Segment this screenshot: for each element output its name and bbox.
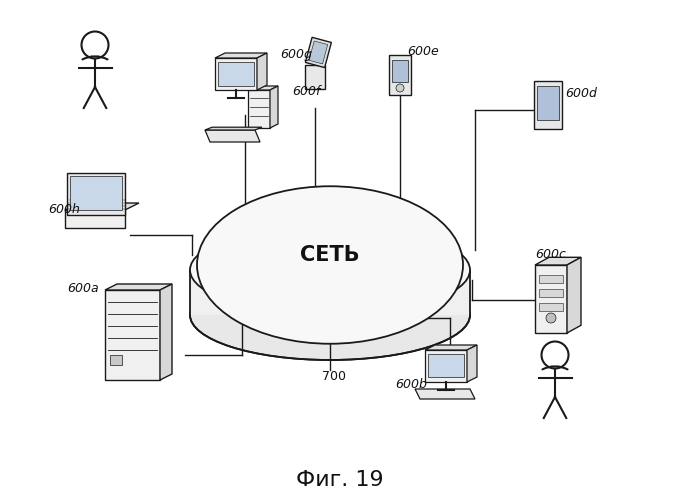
Circle shape [546, 313, 556, 323]
Text: 600d: 600d [565, 87, 597, 100]
Bar [392, 60, 408, 82]
Polygon shape [215, 53, 267, 58]
Text: 700: 700 [322, 370, 346, 383]
Polygon shape [190, 270, 470, 315]
Bar [537, 86, 559, 120]
Text: 600a: 600a [67, 282, 99, 295]
Polygon shape [305, 38, 331, 68]
Polygon shape [218, 62, 254, 86]
Text: 600f: 600f [292, 85, 320, 98]
Polygon shape [205, 130, 260, 142]
Text: 600g: 600g [280, 48, 312, 61]
Polygon shape [248, 86, 278, 90]
Bar [70, 176, 122, 210]
Polygon shape [389, 55, 411, 95]
Polygon shape [67, 173, 125, 215]
Polygon shape [425, 345, 477, 350]
Polygon shape [257, 53, 267, 90]
Polygon shape [425, 350, 467, 382]
Polygon shape [305, 65, 325, 89]
Polygon shape [567, 258, 581, 333]
Bar [539, 275, 563, 283]
Polygon shape [535, 265, 567, 333]
Polygon shape [105, 284, 172, 290]
Polygon shape [415, 389, 475, 399]
Text: 600b: 600b [395, 378, 427, 391]
Circle shape [82, 32, 109, 58]
Polygon shape [535, 258, 581, 265]
Polygon shape [309, 41, 328, 64]
Polygon shape [248, 90, 270, 128]
Text: СЕТЬ: СЕТЬ [300, 245, 360, 265]
Ellipse shape [190, 270, 470, 360]
Polygon shape [270, 86, 278, 128]
Polygon shape [105, 290, 160, 380]
Bar [110, 355, 122, 365]
Polygon shape [534, 81, 562, 129]
Bar [539, 303, 563, 311]
Circle shape [541, 342, 568, 368]
Polygon shape [205, 127, 262, 130]
Polygon shape [428, 354, 464, 377]
Polygon shape [160, 284, 172, 380]
Bar [539, 289, 563, 297]
Text: 600e: 600e [407, 45, 439, 58]
Polygon shape [65, 203, 139, 210]
Polygon shape [215, 58, 257, 90]
Text: Фиг. 19: Фиг. 19 [296, 470, 384, 490]
Text: 600h: 600h [48, 203, 80, 216]
Text: 600c: 600c [535, 248, 566, 261]
Ellipse shape [190, 225, 470, 315]
Ellipse shape [197, 186, 463, 344]
Polygon shape [65, 210, 125, 228]
Circle shape [396, 84, 404, 92]
Polygon shape [467, 345, 477, 382]
